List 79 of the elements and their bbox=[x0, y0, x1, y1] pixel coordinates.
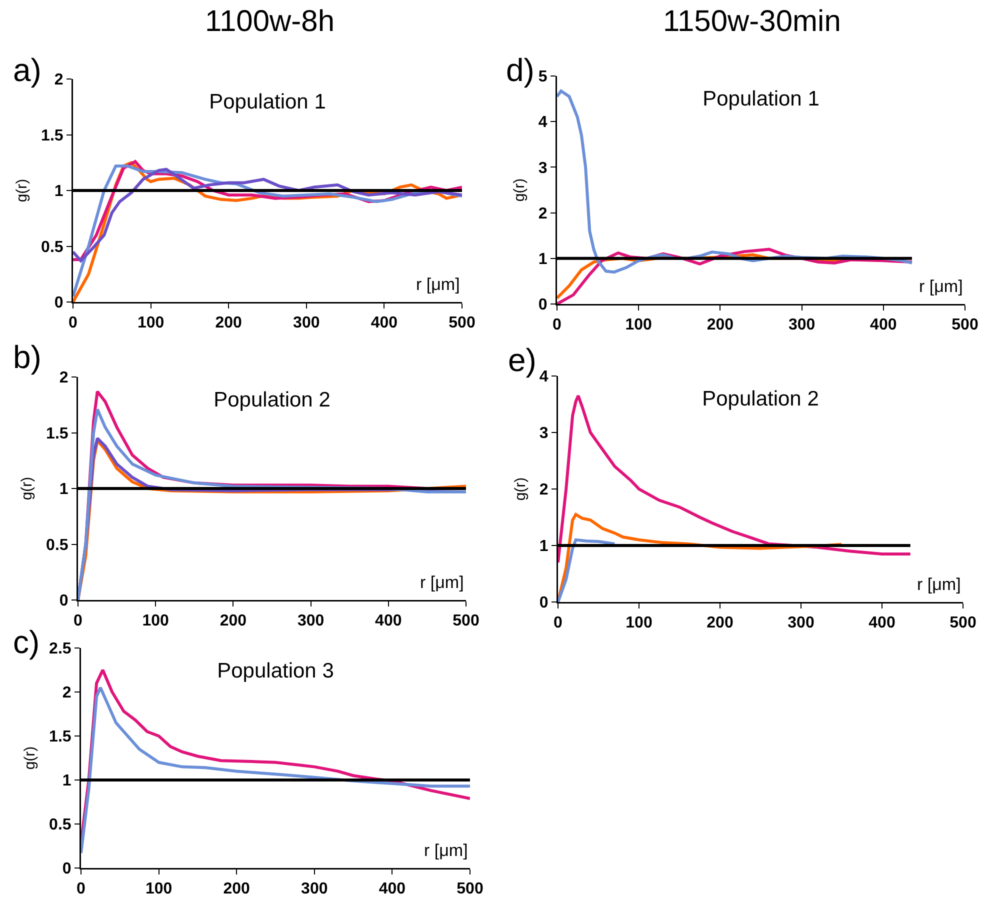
x-axis-title: r [μm] bbox=[424, 841, 468, 860]
y-axis-title: g(r) bbox=[512, 477, 529, 501]
y-tick-label: 2 bbox=[62, 684, 72, 702]
y-tick-label: 0.5 bbox=[41, 238, 64, 256]
x-tick-label: 400 bbox=[378, 880, 406, 898]
x-tick-label: 500 bbox=[452, 612, 480, 630]
x-tick-label: 200 bbox=[215, 314, 242, 332]
text: Population 1 bbox=[209, 90, 326, 114]
x-axis-title: r [μm] bbox=[917, 575, 961, 594]
x-tick-label: 400 bbox=[868, 614, 896, 632]
y-tick-label: 1 bbox=[539, 538, 548, 556]
text: Population 2 bbox=[214, 388, 330, 412]
text: 1100w-8h bbox=[205, 5, 335, 38]
text: Population 1 bbox=[702, 87, 820, 110]
x-tick-label: 0 bbox=[554, 614, 563, 632]
y-tick-label: 1 bbox=[538, 251, 548, 268]
y-tick-label: 0.5 bbox=[46, 536, 68, 554]
x-tick-label: 400 bbox=[375, 612, 402, 630]
text: d) bbox=[506, 52, 534, 88]
x-tick-label: 200 bbox=[220, 612, 247, 630]
text: a) bbox=[13, 52, 42, 88]
x-tick-label: 400 bbox=[370, 314, 398, 332]
text: Population 3 bbox=[217, 659, 334, 682]
x-tick-label: 500 bbox=[952, 316, 978, 334]
x-tick-label: 500 bbox=[456, 880, 484, 898]
x-tick-label: 0 bbox=[552, 316, 562, 334]
x-tick-label: 400 bbox=[870, 316, 897, 334]
y-tick-label: 1 bbox=[54, 183, 64, 200]
x-tick-label: 200 bbox=[706, 614, 734, 632]
x-tick-label: 200 bbox=[223, 880, 250, 898]
y-tick-label: 1 bbox=[62, 772, 72, 790]
y-tick-label: 5 bbox=[538, 68, 548, 86]
x-tick-label: 100 bbox=[145, 880, 172, 898]
text: 1150w-30min bbox=[663, 5, 841, 38]
y-tick-label: 2 bbox=[59, 370, 68, 387]
y-tick-label: 4 bbox=[539, 368, 548, 386]
y-tick-label: 1.5 bbox=[46, 425, 68, 442]
x-tick-label: 300 bbox=[301, 880, 328, 898]
x-axis-title: r [μm] bbox=[420, 573, 464, 592]
y-tick-label: 0 bbox=[62, 860, 72, 878]
y-tick-label: 3 bbox=[539, 425, 548, 442]
y-tick-label: 2 bbox=[54, 72, 64, 89]
x-tick-label: 300 bbox=[788, 614, 814, 632]
y-tick-label: 0 bbox=[538, 296, 548, 314]
x-axis-title: r [μm] bbox=[919, 277, 963, 296]
x-tick-label: 0 bbox=[74, 612, 83, 630]
y-tick-label: 2 bbox=[538, 205, 548, 222]
x-tick-label: 500 bbox=[448, 314, 476, 332]
y-axis-title: g(r) bbox=[22, 746, 39, 770]
x-tick-label: 300 bbox=[293, 314, 320, 332]
y-axis-title: g(r) bbox=[14, 178, 31, 202]
x-axis-title: r [μm] bbox=[416, 275, 460, 294]
x-tick-label: 500 bbox=[950, 614, 976, 632]
text: c) bbox=[13, 624, 40, 660]
y-tick-label: 0 bbox=[539, 594, 548, 612]
text: b) bbox=[13, 339, 42, 375]
y-axis-title: g(r) bbox=[510, 178, 528, 202]
text: e) bbox=[508, 342, 536, 378]
line-series bbox=[558, 538, 616, 602]
y-tick-label: 0 bbox=[59, 592, 68, 610]
x-tick-label: 300 bbox=[297, 612, 324, 630]
text: Population 2 bbox=[702, 387, 819, 410]
y-tick-label: 4 bbox=[538, 114, 548, 132]
y-axis-title: g(r) bbox=[18, 476, 36, 500]
y-tick-label: 1.5 bbox=[41, 127, 64, 144]
y-tick-label: 2 bbox=[539, 482, 548, 499]
x-tick-label: 100 bbox=[626, 614, 652, 632]
y-tick-label: 0.5 bbox=[49, 816, 72, 834]
x-tick-label: 300 bbox=[788, 316, 816, 334]
x-tick-label: 100 bbox=[625, 316, 652, 334]
x-tick-label: 100 bbox=[142, 612, 170, 630]
y-tick-label: 0 bbox=[54, 294, 64, 312]
x-tick-label: 0 bbox=[76, 880, 86, 898]
y-tick-label: 1.5 bbox=[49, 728, 72, 746]
y-tick-label: 2.5 bbox=[49, 640, 72, 658]
x-tick-label: 200 bbox=[706, 316, 734, 334]
x-tick-label: 100 bbox=[137, 314, 164, 332]
y-tick-label: 3 bbox=[538, 160, 548, 177]
y-tick-label: 1 bbox=[59, 481, 68, 498]
